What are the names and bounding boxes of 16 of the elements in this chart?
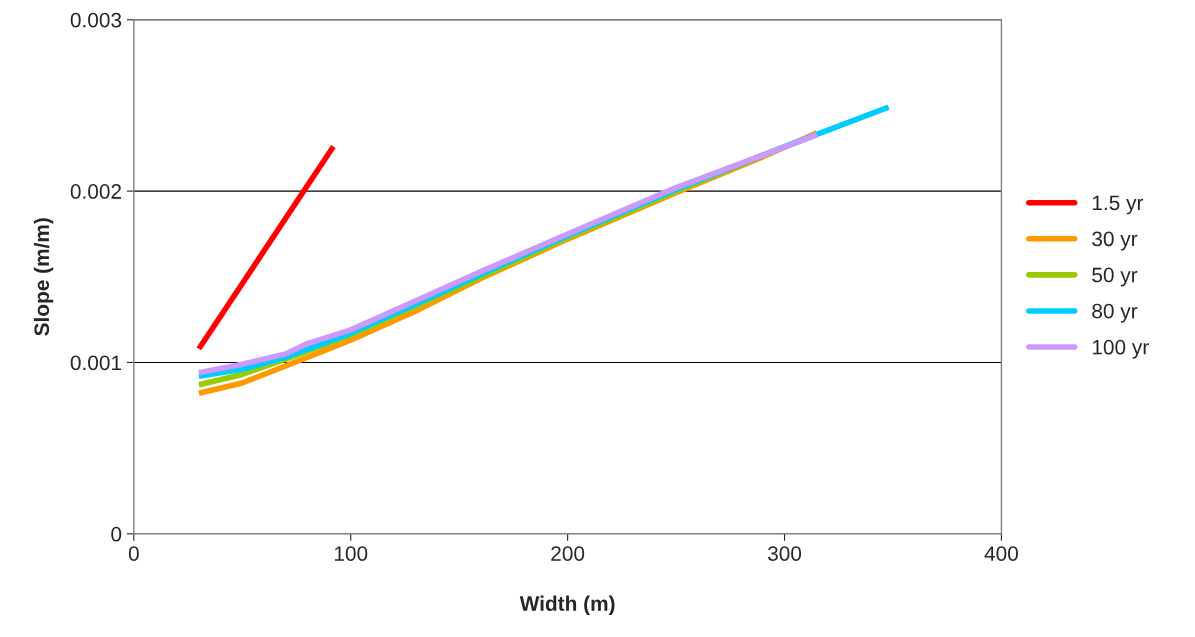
legend-label: 1.5 yr [1092,195,1144,215]
x-tick-label: 300 [767,546,802,561]
x-tick-label: 200 [551,546,585,561]
x-tick-label: 0 [128,546,139,561]
y-axis-title: Slope (m/m) [33,218,54,336]
y-tick-label: 0.003 [70,12,122,28]
legend-label: 80 yr [1092,303,1138,323]
y-tick-label: 0 [111,526,122,542]
x-axis-title: Width (m) [519,595,615,616]
y-tick-label: 0.001 [70,355,122,371]
legend-label: 100 yr [1092,339,1149,359]
legend-label: 50 yr [1092,267,1138,287]
x-tick-label: 100 [334,546,368,561]
y-tick-label: 0.002 [70,184,121,199]
legend-label: 30 yr [1092,231,1138,251]
x-tick-label: 400 [984,546,1018,561]
